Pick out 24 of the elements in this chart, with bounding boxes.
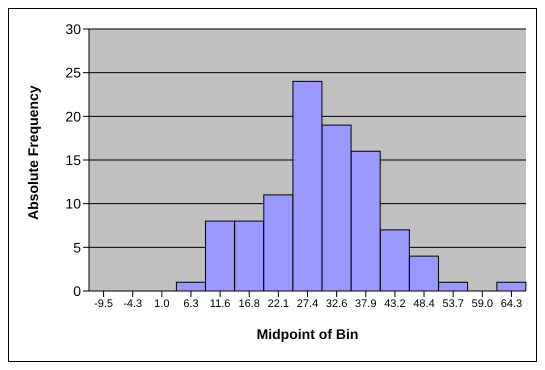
y-tick-label: 25	[65, 64, 82, 81]
x-tick-label: 27.4	[296, 298, 318, 310]
x-tick-label: 6.3	[183, 298, 199, 310]
x-tick-label: 1.0	[154, 298, 170, 310]
y-tick-label: 30	[65, 20, 82, 37]
x-tick-label: 64.3	[500, 298, 522, 310]
x-tick-label: 16.8	[238, 298, 260, 310]
x-tick-label: 32.6	[326, 298, 348, 310]
x-tick-label: 43.2	[384, 298, 406, 310]
y-tick-label: 20	[65, 108, 82, 124]
x-axis-title: Midpoint of Bin	[256, 326, 358, 342]
x-tick-label: 59.0	[472, 298, 494, 310]
y-axis-title: Absolute Frequency	[24, 85, 41, 220]
y-tick-label: 15	[65, 152, 82, 168]
x-tick-label: -9.5	[94, 298, 114, 310]
x-tick-label: 48.4	[413, 298, 435, 310]
x-tick-label: 37.9	[355, 298, 376, 310]
y-tick-label: 10	[65, 196, 82, 212]
x-tick-label: 53.7	[442, 298, 464, 310]
x-tick-label: 22.1	[268, 298, 290, 310]
x-tick-label: 11.6	[210, 298, 230, 310]
y-tick-label: 5	[73, 239, 82, 256]
y-tick-label: 0	[73, 282, 82, 299]
x-tick-label: -4.3	[123, 298, 142, 310]
